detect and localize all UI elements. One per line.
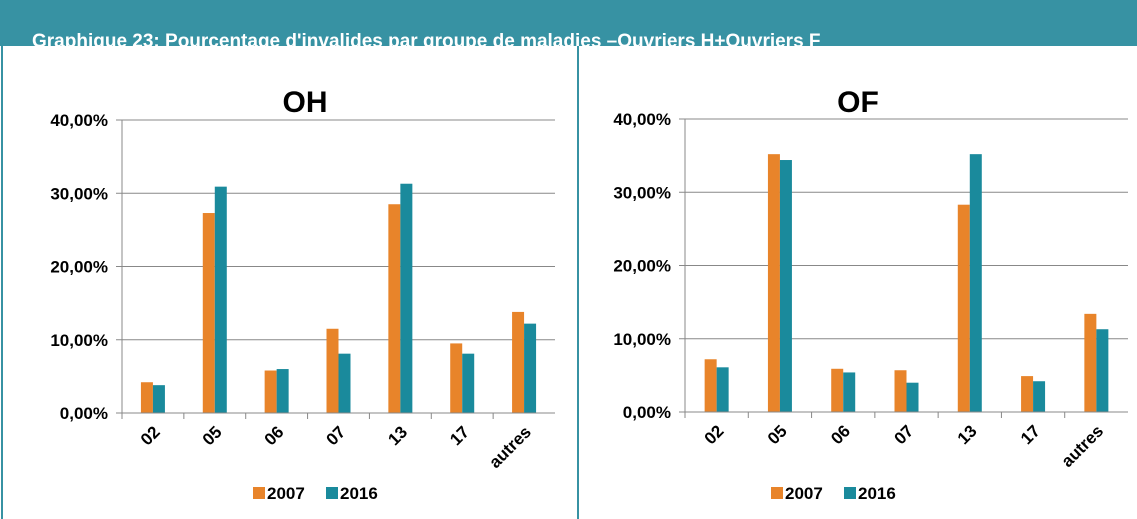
x-tick-label: 17 [1017, 421, 1044, 448]
bar [338, 353, 351, 413]
x-tick-label: 02 [137, 422, 164, 449]
bar [767, 154, 780, 412]
x-tick-label: 07 [323, 422, 350, 449]
y-tick-label: 0,00% [60, 404, 108, 423]
bar [1084, 313, 1097, 412]
y-tick-label: 40,00% [50, 111, 108, 130]
header-title: Graphique 23: Pourcentage d'invalides pa… [32, 31, 821, 52]
bar [1033, 381, 1046, 412]
bar [202, 213, 215, 413]
y-tick-label: 10,00% [50, 331, 108, 350]
bar [276, 369, 289, 413]
x-tick-label: 13 [954, 421, 981, 448]
bar [957, 204, 970, 412]
x-tick-label: 17 [446, 422, 473, 449]
chart-title: OF [837, 86, 879, 119]
y-tick-label: 40,00% [613, 110, 671, 129]
x-tick-label: 06 [827, 421, 854, 448]
y-tick-label: 20,00% [613, 257, 671, 276]
bar [716, 367, 729, 412]
x-tick-label: 06 [261, 422, 288, 449]
y-tick-label: 30,00% [613, 183, 671, 202]
x-tick-label: 05 [199, 422, 226, 449]
bar [1096, 329, 1109, 412]
bar [214, 186, 227, 413]
x-tick-label: 05 [764, 421, 791, 448]
y-tick-label: 30,00% [50, 184, 108, 203]
x-tick-label: 07 [891, 421, 918, 448]
bar [894, 370, 907, 412]
bar [969, 154, 982, 412]
bar [843, 372, 856, 412]
bar [140, 382, 153, 413]
legend-label: 2016 [858, 484, 896, 503]
bar [152, 385, 165, 413]
x-tick-label: 13 [384, 422, 411, 449]
y-tick-label: 0,00% [623, 403, 671, 422]
bar [450, 343, 463, 413]
legend-label: 2007 [785, 484, 823, 503]
bar [779, 160, 792, 412]
legend-label: 2016 [340, 484, 378, 503]
legend-swatch [844, 487, 856, 499]
bar [1021, 376, 1034, 412]
chart-title: OH [283, 86, 328, 119]
bar [326, 328, 339, 413]
legend-label: 2007 [267, 484, 305, 503]
x-tick-label: autres [485, 422, 535, 472]
header-band [0, 0, 1137, 46]
legend-swatch [771, 487, 783, 499]
bar [388, 204, 401, 413]
y-tick-label: 20,00% [50, 258, 108, 277]
x-tick-label: 02 [701, 421, 728, 448]
bar [524, 323, 537, 413]
legend-swatch [326, 487, 338, 499]
bar [906, 382, 919, 412]
x-tick-label: autres [1058, 421, 1108, 471]
bar [264, 370, 277, 413]
bar [512, 311, 525, 413]
bar [704, 359, 717, 412]
bar [831, 368, 844, 412]
bar [462, 353, 475, 413]
y-tick-label: 10,00% [613, 330, 671, 349]
bar [400, 183, 413, 413]
legend-swatch [253, 487, 265, 499]
